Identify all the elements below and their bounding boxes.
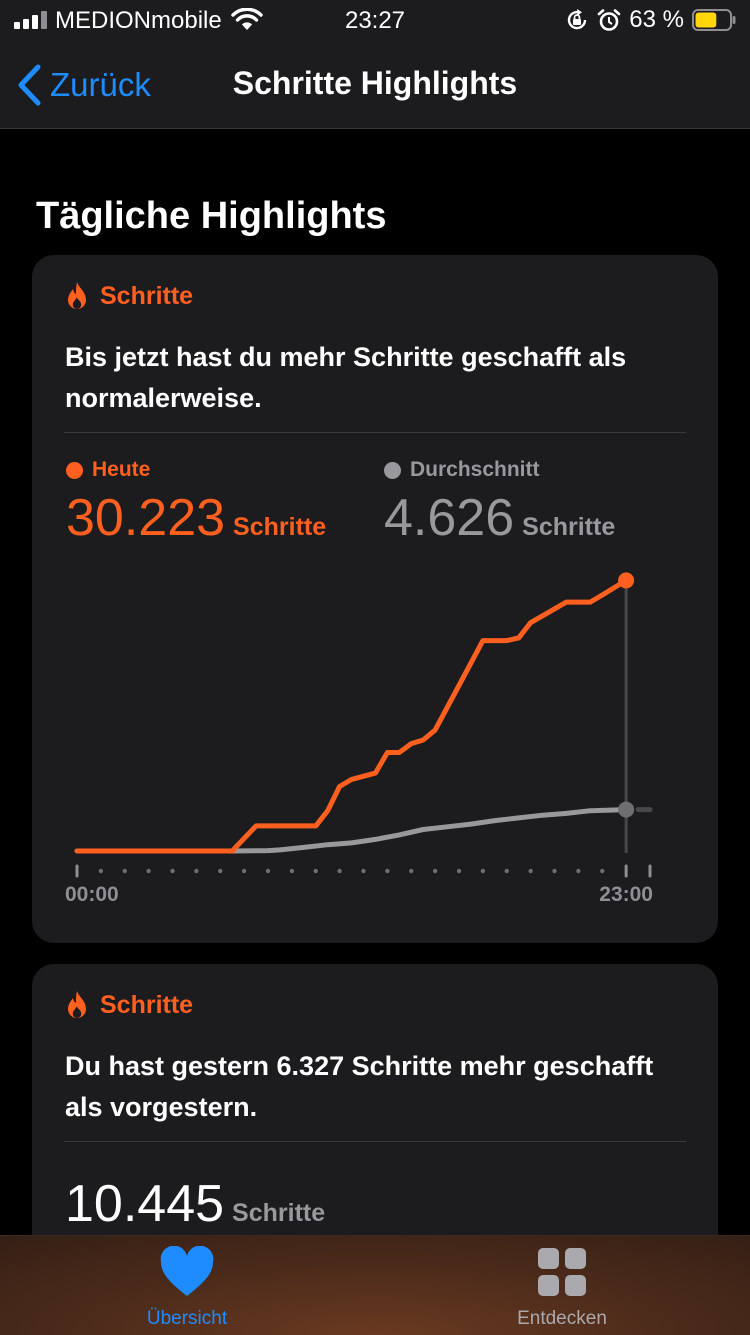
grid-icon: [538, 1248, 586, 1296]
card-divider: [64, 1141, 686, 1142]
card-category-label: Schritte: [100, 281, 194, 310]
flame-icon: [68, 282, 86, 309]
card-category-label: Schritte: [100, 990, 194, 1019]
battery-icon: [692, 9, 736, 31]
yesterday-stat: 10.445 Schritte: [65, 1174, 325, 1234]
x-axis-tick: [528, 868, 533, 874]
wifi-icon: [231, 8, 263, 30]
average-legend-dot: [384, 461, 401, 479]
x-axis-tick: [409, 868, 414, 874]
yesterday-steps-value: 10.445: [65, 1175, 225, 1233]
status-bar: MEDIONmobile 23:27 63 %: [0, 0, 750, 40]
highlight-message: Bis jetzt hast du mehr Schritte geschaff…: [65, 342, 627, 413]
rotation-lock-icon: [568, 9, 587, 30]
highlight-message: Du hast gestern 6.327 Schritte mehr gesc…: [65, 1051, 654, 1122]
today-legend-dot: [66, 461, 83, 479]
chevron-left-icon: [18, 64, 41, 106]
x-axis-tick: [146, 868, 151, 874]
x-axis-tick: [552, 868, 557, 874]
heart-icon: [160, 1246, 214, 1296]
x-tick-label-start: 00:00: [65, 883, 119, 906]
tab-discover[interactable]: Entdecken: [462, 1246, 662, 1330]
tab-discover-label: Entdecken: [517, 1308, 607, 1329]
today-steps-value: 30.223: [66, 489, 226, 547]
highlight-card-today[interactable]: Schritte Bis jetzt hast du mehr Schritte…: [32, 255, 718, 943]
average-steps-unit: Schritte: [522, 513, 616, 541]
x-axis-tick: [289, 868, 295, 874]
tab-overview-label: Übersicht: [146, 1308, 228, 1329]
card-divider: [64, 432, 686, 433]
today-label: Heute: [92, 458, 151, 481]
cellular-signal-icon: [14, 11, 47, 29]
clock-time: 23:27: [344, 7, 406, 34]
tab-overview[interactable]: Übersicht: [87, 1246, 287, 1330]
today-stat: Heute 30.223 Schritte: [66, 458, 326, 548]
average-steps-line: [74, 807, 629, 854]
x-axis-tick: [218, 868, 223, 874]
back-button-label: Zurück: [50, 66, 151, 103]
carrier-name: MEDIONmobile: [55, 7, 222, 34]
x-axis-tick: [313, 868, 318, 874]
x-axis-tick: [361, 868, 366, 874]
today-end-marker: [618, 572, 635, 589]
alarm-icon: [597, 9, 621, 31]
x-axis-tick: [456, 868, 462, 874]
x-axis-tick: [122, 868, 127, 874]
flame-icon: [68, 991, 86, 1018]
x-axis-tick: [265, 868, 271, 874]
x-axis-tick: [576, 868, 581, 874]
average-steps-value: 4.626: [384, 489, 515, 547]
card-category: Schritte: [66, 990, 193, 1020]
yesterday-steps-unit: Schritte: [232, 1199, 326, 1227]
battery-percent: 63 %: [629, 6, 684, 33]
steps-line-chart[interactable]: 00:00 23:00: [32, 555, 718, 910]
average-end-marker: [618, 801, 635, 818]
average-stat: Durchschnitt 4.626 Schritte: [384, 458, 615, 548]
today-steps-unit: Schritte: [233, 513, 327, 541]
section-title: Tägliche Highlights: [36, 195, 387, 237]
today-steps-line: [74, 577, 629, 854]
back-button[interactable]: Zurück: [16, 64, 151, 106]
x-axis-tick: [194, 868, 199, 874]
tab-bar: Übersicht Entdecken: [0, 1235, 750, 1335]
x-axis-tick: [337, 868, 342, 874]
x-axis-tick: [241, 868, 247, 874]
x-tick-label-end: 23:00: [599, 883, 653, 906]
x-axis-tick: [504, 868, 509, 874]
navigation-bar: Zurück Schritte Highlights: [0, 40, 750, 129]
highlight-card-yesterday[interactable]: Schritte Du hast gestern 6.327 Schritte …: [32, 964, 718, 1284]
x-axis-tick: [385, 868, 390, 874]
page-title: Schritte Highlights: [232, 65, 518, 101]
x-axis-tick: [480, 868, 486, 874]
x-axis-tick: [170, 868, 175, 874]
x-axis-tick: [432, 868, 438, 874]
x-axis-tick: [600, 868, 605, 874]
card-category: Schritte: [66, 281, 193, 311]
x-axis-tick: [98, 868, 104, 874]
average-label: Durchschnitt: [410, 458, 540, 481]
